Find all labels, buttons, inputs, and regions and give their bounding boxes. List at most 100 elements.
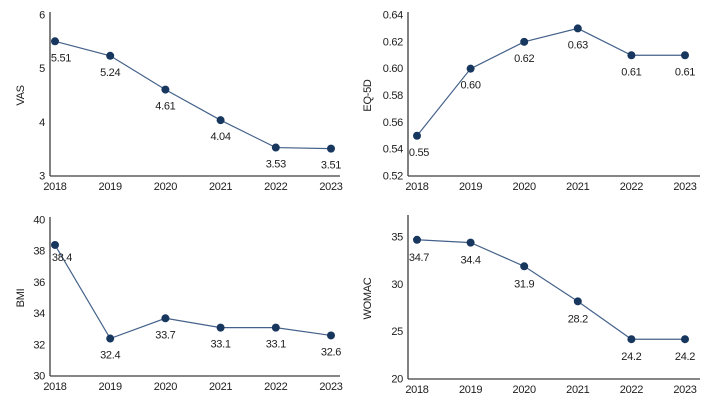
data-point-label: 0.62 [514, 53, 534, 65]
data-point [327, 144, 335, 153]
y-tick-label: 0.52 [383, 171, 403, 183]
data-line [54, 40, 332, 150]
x-tick-label: 2020 [154, 181, 177, 193]
data-point [106, 334, 115, 343]
data-line [416, 27, 685, 137]
y-tick-label: 6 [39, 10, 45, 22]
data-point-label: 33.1 [266, 339, 286, 351]
data-point [520, 262, 529, 271]
data-point [573, 24, 582, 33]
x-tick-label: 2019 [459, 181, 482, 193]
y-tick-label: 3 [39, 171, 45, 183]
y-tick-label: 4 [39, 117, 45, 129]
data-point-label: 0.60 [460, 80, 480, 92]
x-tick-label: 2020 [513, 181, 536, 193]
x-tick-label: 2021 [566, 181, 589, 193]
data-point-label: 0.61 [621, 66, 641, 78]
y-axis-title: EQ-5D [362, 79, 374, 111]
data-point-label: 28.2 [568, 313, 588, 325]
y-axis-title: VAS [15, 85, 27, 105]
data-point [627, 335, 636, 344]
data-point-label: 0.55 [409, 147, 429, 159]
data-point [161, 314, 170, 323]
data-point-label: 3.51 [321, 160, 341, 172]
data-point-label: 0.61 [675, 66, 695, 78]
data-point [413, 235, 421, 244]
y-tick-label: 5 [39, 63, 45, 75]
y-tick-label: 0.56 [383, 117, 403, 129]
x-tick-label: 2020 [513, 384, 536, 396]
x-tick-label: 2018 [43, 381, 66, 393]
y-axis-title: BMI [15, 288, 27, 307]
y-tick-label: 34 [33, 308, 45, 320]
vas-chart-panel: 3 4 5 6 VAS 2018 2019 2020 2021 2022 2023 5.51 5.24 4… [0, 0, 360, 204]
data-point-label: 5.51 [51, 52, 71, 64]
data-point-label: 0.63 [568, 39, 588, 51]
y-tick-label: 38 [33, 246, 45, 258]
x-tick-label: 2022 [264, 181, 287, 193]
y-tick-label: 40 [33, 215, 45, 227]
data-point [51, 240, 59, 249]
y-tick-label: 0.54 [383, 144, 403, 156]
y-tick-label: 0.64 [383, 10, 403, 22]
y-tick-label: 30 [33, 371, 45, 383]
data-point [573, 297, 582, 306]
data-point-label: 33.1 [210, 339, 230, 351]
y-tick-label: 0.60 [383, 63, 403, 75]
vas-chart: 3 4 5 6 VAS 2018 2019 2020 2021 2022 2023 5.51 5.24 4… [15, 10, 343, 194]
x-tick-label: 2019 [459, 384, 482, 396]
data-line [416, 239, 685, 340]
data-point [466, 238, 475, 247]
data-point-label: 33.7 [155, 329, 175, 341]
x-tick-label: 2020 [154, 381, 177, 393]
data-point-label: 5.24 [100, 67, 120, 79]
x-tick-label: 2023 [319, 181, 342, 193]
data-point [271, 143, 280, 152]
data-point-label: 38.4 [52, 252, 72, 264]
x-tick-label: 2021 [566, 384, 589, 396]
data-point [216, 116, 225, 125]
data-point-label: 34.7 [409, 252, 429, 264]
data-point [271, 323, 280, 332]
y-tick-label: 32 [33, 339, 45, 351]
data-point-label: 34.4 [460, 255, 480, 267]
x-tick-label: 2022 [620, 181, 643, 193]
data-point-label: 32.6 [321, 346, 341, 358]
x-tick-label: 2019 [99, 181, 122, 193]
data-point [681, 51, 689, 60]
y-tick-label: 36 [33, 277, 45, 289]
x-tick-label: 2021 [209, 381, 232, 393]
data-point [161, 85, 170, 94]
data-point [51, 37, 59, 46]
y-axis-title: WOMAC [362, 277, 374, 319]
data-point [627, 51, 636, 60]
data-point-label: 24.2 [621, 351, 641, 363]
data-point [106, 51, 115, 60]
x-tick-label: 2023 [319, 381, 342, 393]
y-tick-label: 25 [391, 326, 403, 338]
womac-chart: 20 25 30 35 WOMAC 2018 2019 2020 2021 2022 2023 34.… [362, 215, 700, 396]
bmi-chart-panel: 30 32 34 36 38 40 BMI 2018 2019 2020 2021 2022 2023 3… [0, 204, 360, 408]
eq5d-chart-panel: 0.52 0.54 0.56 0.58 0.60 0.62 0.64 EQ-5D 2018 201… [360, 0, 720, 204]
y-tick-label: 0.58 [383, 90, 403, 102]
data-point-label: 4.61 [155, 101, 175, 113]
x-tick-label: 2022 [264, 381, 287, 393]
x-tick-label: 2022 [620, 384, 643, 396]
data-point-label: 24.2 [675, 351, 695, 363]
eq5d-chart: 0.52 0.54 0.56 0.58 0.60 0.62 0.64 EQ-5D 2018 201… [362, 10, 700, 193]
data-point [681, 335, 689, 344]
x-tick-label: 2018 [405, 181, 428, 193]
data-point-label: 4.04 [210, 131, 230, 143]
y-tick-label: 20 [391, 374, 403, 386]
x-tick-label: 2023 [673, 384, 696, 396]
x-tick-label: 2018 [43, 181, 66, 193]
data-point [413, 131, 421, 140]
data-point [520, 37, 529, 46]
x-tick-label: 2019 [99, 381, 122, 393]
y-tick-label: 35 [391, 231, 403, 243]
bmi-chart: 30 32 34 36 38 40 BMI 2018 2019 2020 2021 2022 2023 3… [15, 215, 343, 394]
x-tick-label: 2023 [673, 181, 696, 193]
data-point [466, 64, 475, 73]
data-point-label: 32.4 [100, 350, 120, 362]
